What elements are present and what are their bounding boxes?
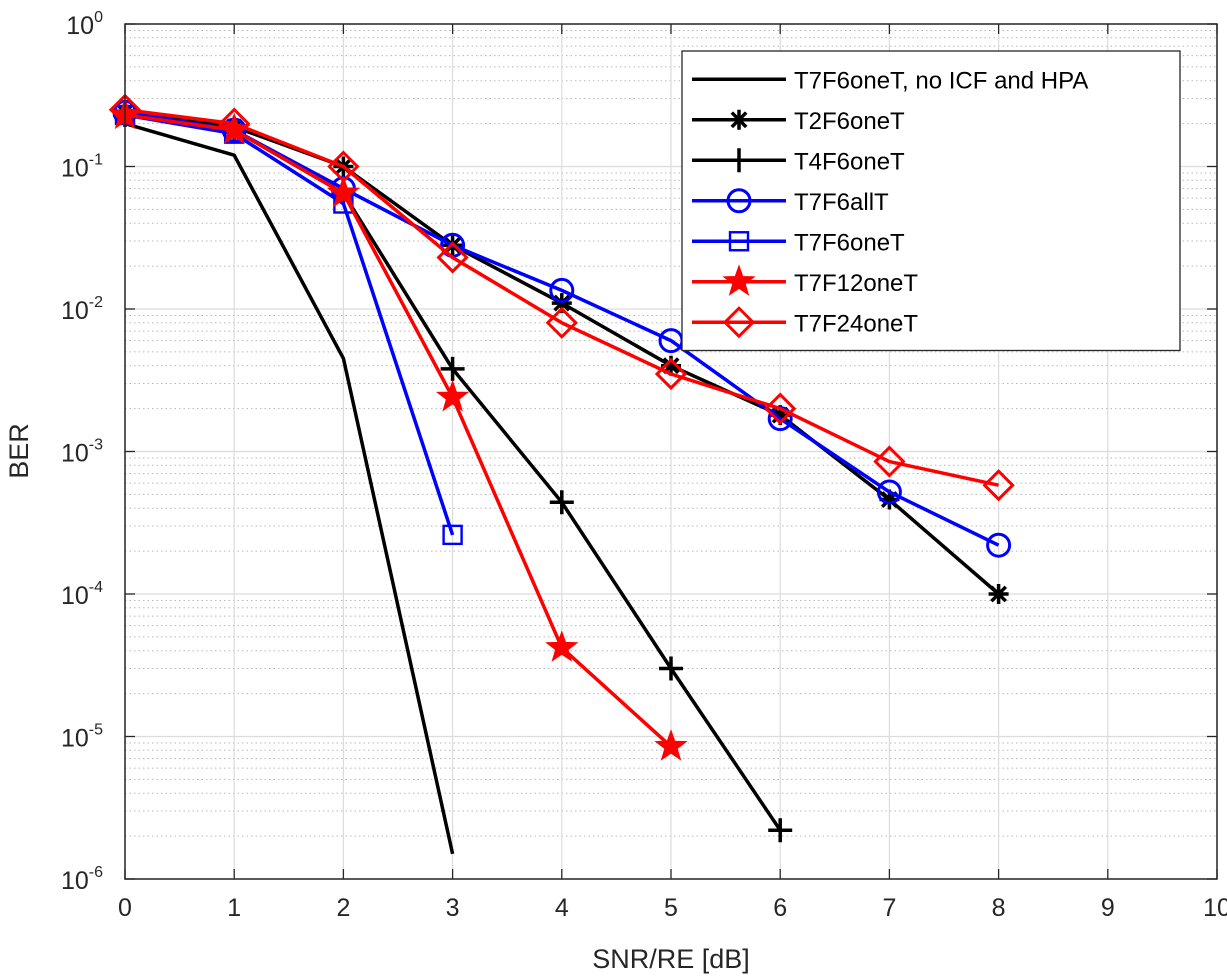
data-point-plus xyxy=(549,490,574,515)
data-point-diamond xyxy=(764,392,797,425)
legend-entry-1: T7F6oneT, no ICF and HPA xyxy=(692,67,1088,94)
x-tick-label: 4 xyxy=(555,894,569,922)
y-tick-labels: 100 10-1 10-2 10-3 10-4 10-5 10-6 xyxy=(61,9,103,895)
data-point-square xyxy=(442,524,463,546)
series-line xyxy=(124,121,455,855)
x-axis-title: SNR/RE [dB] xyxy=(592,944,750,974)
y-tick-label: 10-4 xyxy=(61,579,103,610)
series-line xyxy=(124,113,673,748)
data-point-circle xyxy=(549,277,575,303)
legend-label: T7F12oneT xyxy=(794,270,918,297)
x-tick-label: 9 xyxy=(1101,894,1115,922)
x-tick-label: 5 xyxy=(664,894,678,922)
legend-label: T2F6oneT xyxy=(794,108,905,135)
legend-label: T7F24oneT xyxy=(794,310,918,337)
data-point-asterisk xyxy=(879,489,900,510)
series-layer xyxy=(108,93,1015,855)
data-point-diamond xyxy=(722,306,756,339)
legend-entry-3: T4F6oneT xyxy=(692,148,905,175)
legend-entry-2: T2F6oneT xyxy=(692,108,905,135)
x-tick-label: 7 xyxy=(882,894,896,922)
data-point-circle xyxy=(726,188,752,214)
y-tick-label: 10-2 xyxy=(61,294,103,325)
data-point-plus xyxy=(659,656,683,681)
data-point-plus xyxy=(768,818,793,843)
y-tick-label: 10-1 xyxy=(61,152,103,183)
y-tick-label: 100 xyxy=(66,9,103,40)
data-point-star xyxy=(654,729,688,761)
legend-entry-6: T7F12oneT xyxy=(692,264,918,297)
data-point-star xyxy=(722,264,756,296)
data-point-plus xyxy=(440,356,465,381)
series-line xyxy=(124,108,999,487)
data-point-asterisk xyxy=(988,584,1009,604)
legend-label: T4F6oneT xyxy=(794,148,905,175)
data-point-asterisk xyxy=(551,293,572,314)
data-point-diamond xyxy=(654,357,688,391)
legend-entry-4: T7F6allT xyxy=(692,188,889,216)
series-1 xyxy=(124,121,455,855)
x-tick-label: 3 xyxy=(446,894,460,922)
x-tick-label: 0 xyxy=(118,894,132,922)
data-point-square xyxy=(728,231,750,252)
data-point-star xyxy=(435,379,470,412)
data-point-diamond xyxy=(545,306,578,339)
x-tick-label: 10 xyxy=(1203,894,1227,922)
data-point-circle xyxy=(876,479,902,505)
data-point-diamond xyxy=(218,107,251,140)
x-tick-label: 8 xyxy=(992,894,1006,922)
legend-label: T7F6allT xyxy=(794,189,889,216)
data-point-asterisk xyxy=(770,405,791,426)
data-point-asterisk xyxy=(661,355,681,376)
x-tick-label: 2 xyxy=(336,894,350,922)
axis-ticks xyxy=(124,23,1218,880)
y-tick-label: 10-6 xyxy=(61,864,103,895)
x-tick-labels: 0 1 2 3 4 5 6 7 8 9 10 xyxy=(118,894,1227,922)
data-point-diamond xyxy=(873,445,906,478)
y-tick-label: 10-5 xyxy=(61,722,103,753)
legend-entry-7: T7F24oneT xyxy=(692,306,918,339)
legend-label: T7F6oneT xyxy=(794,229,905,256)
data-point-circle xyxy=(986,532,1012,558)
data-point-diamond xyxy=(982,469,1015,502)
legend-entry-5: T7F6oneT xyxy=(692,229,905,256)
y-tick-label: 10-3 xyxy=(61,437,103,468)
data-point-star xyxy=(326,175,361,208)
data-point-asterisk xyxy=(729,109,749,130)
y-axis-title: BER xyxy=(4,423,34,479)
data-point-diamond xyxy=(436,241,469,274)
x-tick-label: 6 xyxy=(773,894,787,922)
legend: T7F6oneT, no ICF and HPA T2F6oneT T4F6oneT… xyxy=(681,50,1181,352)
x-tick-label: 1 xyxy=(227,894,241,922)
data-point-plus xyxy=(727,148,751,173)
series-line xyxy=(124,113,455,536)
data-point-star xyxy=(545,630,579,662)
data-point-diamond xyxy=(327,150,360,183)
legend-label: T7F6oneT, no ICF and HPA xyxy=(794,67,1088,94)
